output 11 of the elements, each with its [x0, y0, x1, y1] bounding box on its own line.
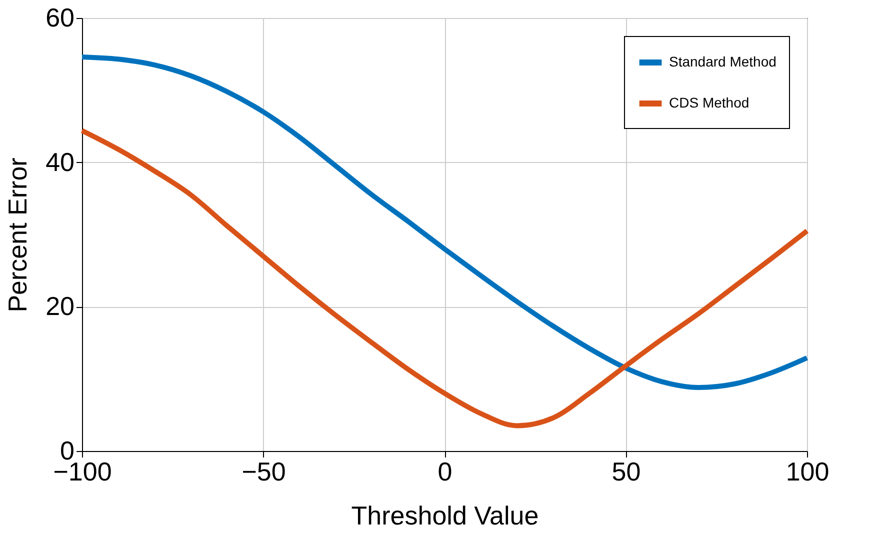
y-tick-label: 40	[46, 146, 74, 177]
x-tick-label: 0	[438, 456, 452, 486]
y-axis-title: Percent Error	[2, 157, 33, 312]
x-tick-label: −50	[242, 456, 286, 486]
legend-label: CDS Method	[669, 94, 750, 110]
x-axis-title: Threshold Value	[351, 500, 539, 530]
y-tick-label: 20	[46, 291, 74, 322]
x-tick-label: 50	[612, 456, 641, 486]
legend-label: Standard Method	[669, 54, 776, 70]
y-tick-label: 60	[46, 2, 74, 32]
x-tick-label: 100	[786, 456, 830, 486]
